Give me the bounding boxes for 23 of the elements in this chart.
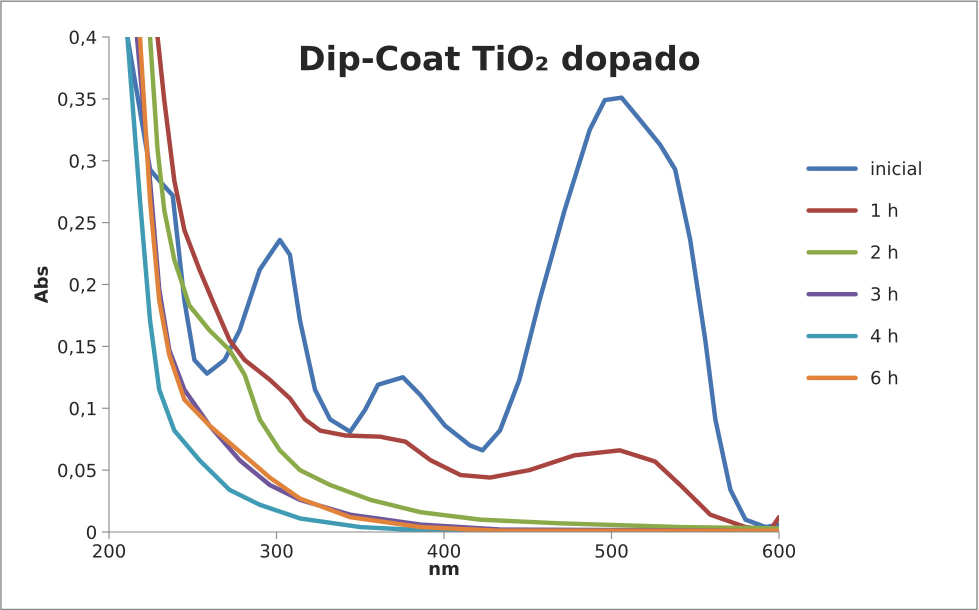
x-tick-label: 500	[596, 544, 628, 558]
x-axis-title: nm	[430, 564, 458, 575]
legend-label: inicial	[872, 161, 921, 176]
y-tick-label: 0,05	[58, 464, 96, 480]
x-tick-label: 200	[93, 544, 126, 558]
legend-label: 4 h	[870, 328, 898, 342]
legend-label: 6 h	[871, 370, 898, 384]
y-tick-label: 0	[86, 525, 96, 540]
legend-label: 2 h	[871, 244, 898, 259]
y-tick-label: 0,1	[70, 402, 96, 418]
y-tick-label: 0,25	[58, 216, 96, 232]
x-tick-label: 300	[260, 544, 293, 558]
y-tick-label: 0,2	[70, 278, 96, 294]
x-tick-label: 600	[763, 544, 796, 558]
y-tick-label: 0,3	[70, 154, 96, 170]
y-tick-label: 0,15	[58, 340, 96, 356]
y-tick-label: 0,35	[58, 92, 96, 108]
legend-label: 3 h	[871, 286, 898, 301]
chart-title: Dip-Coat TiO₂ dopado	[300, 44, 700, 78]
y-tick-label: 0,4	[70, 30, 96, 46]
legend-label: 1 h	[872, 203, 898, 217]
x-tick-label: 400	[428, 544, 460, 558]
y-axis-title: Abs	[34, 266, 48, 304]
